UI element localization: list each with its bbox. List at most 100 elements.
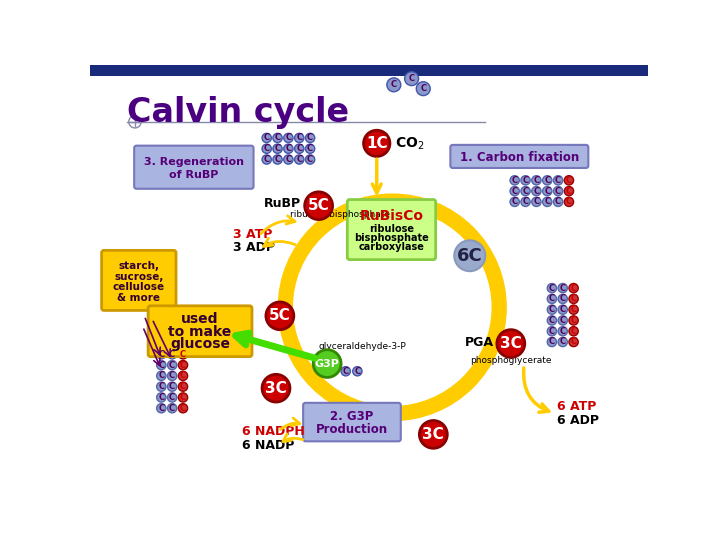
Circle shape <box>497 330 525 357</box>
Text: C: C <box>285 155 292 164</box>
Text: C: C <box>180 393 186 402</box>
Text: CO$_2$: CO$_2$ <box>395 135 424 152</box>
Circle shape <box>168 372 177 381</box>
Text: of RuBP: of RuBP <box>169 170 219 180</box>
Text: 6 ADP: 6 ADP <box>557 414 598 427</box>
Circle shape <box>543 176 552 185</box>
Text: C: C <box>559 294 566 303</box>
Circle shape <box>547 294 557 303</box>
Text: C: C <box>307 133 313 143</box>
Text: C: C <box>566 187 572 195</box>
Text: C: C <box>180 382 186 391</box>
Circle shape <box>262 144 271 153</box>
Circle shape <box>569 294 578 303</box>
Text: C: C <box>285 133 292 143</box>
Text: C: C <box>296 155 302 164</box>
Text: C: C <box>555 197 561 206</box>
Text: C: C <box>408 74 415 83</box>
Text: C: C <box>523 197 528 206</box>
Text: C: C <box>544 197 550 206</box>
Text: C: C <box>512 197 518 206</box>
Circle shape <box>543 186 552 195</box>
Text: C: C <box>555 176 561 185</box>
Text: 3 ATP: 3 ATP <box>233 228 273 241</box>
Text: sucrose,: sucrose, <box>114 272 163 281</box>
Circle shape <box>179 350 188 359</box>
Text: C: C <box>169 372 175 380</box>
Text: to make: to make <box>168 325 232 339</box>
Text: 3 ADP: 3 ADP <box>233 241 275 254</box>
Circle shape <box>168 403 177 413</box>
Circle shape <box>305 192 333 220</box>
Text: C: C <box>296 144 302 153</box>
Circle shape <box>284 144 293 153</box>
Circle shape <box>416 82 431 96</box>
Circle shape <box>168 361 177 370</box>
Text: C: C <box>264 144 270 153</box>
Circle shape <box>157 350 166 359</box>
Circle shape <box>554 176 563 185</box>
Text: glyceraldehyde-3-P: glyceraldehyde-3-P <box>319 342 406 351</box>
Text: C: C <box>512 176 518 185</box>
Circle shape <box>305 133 315 143</box>
Circle shape <box>179 393 188 402</box>
Text: C: C <box>180 361 186 369</box>
Text: C: C <box>549 284 555 293</box>
Text: C: C <box>307 144 313 153</box>
Circle shape <box>405 72 418 86</box>
Text: PGA: PGA <box>465 335 494 348</box>
Text: C: C <box>158 372 164 380</box>
Text: C: C <box>570 338 577 347</box>
Text: C: C <box>549 294 555 303</box>
Circle shape <box>558 316 567 325</box>
Circle shape <box>564 186 574 195</box>
Circle shape <box>305 155 315 164</box>
Circle shape <box>179 372 188 381</box>
Circle shape <box>547 284 557 293</box>
Text: C: C <box>512 187 518 195</box>
Text: C: C <box>264 155 270 164</box>
Text: 3C: 3C <box>265 381 287 396</box>
Circle shape <box>569 338 578 347</box>
Text: C: C <box>343 367 348 376</box>
Circle shape <box>284 155 293 164</box>
Text: starch,: starch, <box>118 261 159 271</box>
Text: used: used <box>181 312 219 326</box>
Circle shape <box>558 338 567 347</box>
Circle shape <box>262 374 290 402</box>
FancyBboxPatch shape <box>148 306 252 356</box>
Text: cellulose: cellulose <box>113 282 165 292</box>
Text: glucose: glucose <box>170 338 230 352</box>
Text: & more: & more <box>117 293 161 303</box>
Circle shape <box>569 284 578 293</box>
Circle shape <box>341 367 351 376</box>
Text: C: C <box>549 338 555 347</box>
Text: C: C <box>534 176 539 185</box>
Circle shape <box>510 176 519 185</box>
Circle shape <box>558 294 567 303</box>
Circle shape <box>273 133 282 143</box>
Circle shape <box>294 133 304 143</box>
Circle shape <box>157 393 166 402</box>
Text: C: C <box>180 404 186 413</box>
Text: C: C <box>296 133 302 143</box>
Circle shape <box>262 155 271 164</box>
Text: C: C <box>169 361 175 369</box>
Circle shape <box>157 361 166 370</box>
Circle shape <box>543 197 552 206</box>
Circle shape <box>179 382 188 392</box>
Text: C: C <box>420 84 426 93</box>
Circle shape <box>510 197 519 206</box>
Circle shape <box>558 327 567 336</box>
Text: carboxylase: carboxylase <box>359 242 424 252</box>
Text: C: C <box>534 197 539 206</box>
Text: 1. Carbon fixation: 1. Carbon fixation <box>460 151 579 164</box>
Text: C: C <box>158 393 164 402</box>
Circle shape <box>364 130 390 157</box>
Text: C: C <box>523 176 528 185</box>
Circle shape <box>532 197 541 206</box>
Text: C: C <box>559 305 566 314</box>
Circle shape <box>569 305 578 314</box>
Text: C: C <box>570 284 577 293</box>
Text: C: C <box>534 187 539 195</box>
